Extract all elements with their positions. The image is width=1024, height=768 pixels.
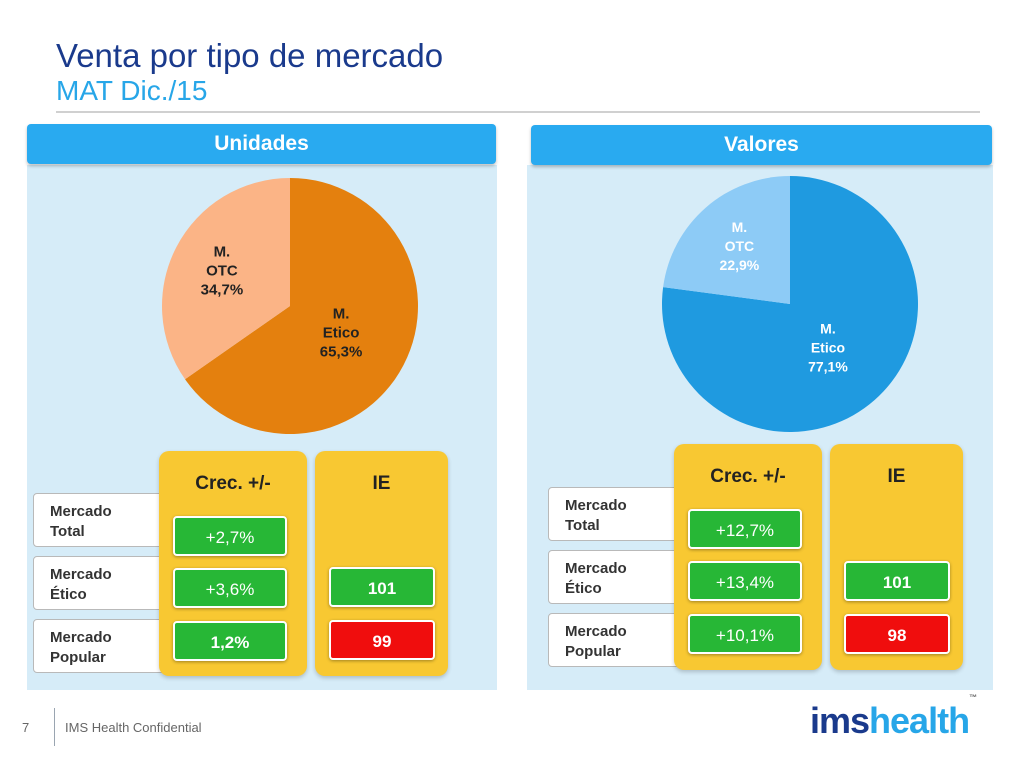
pie-slice-otc	[663, 176, 790, 304]
pie-label-otc: 34,7%	[201, 281, 244, 298]
row-label-line2: Total	[565, 517, 600, 534]
crec-title: Crec. +/-	[710, 466, 786, 487]
pie-label-etico: 65,3%	[320, 344, 363, 361]
imshealth-logo: imshealth™	[810, 693, 977, 742]
row-label-line1: Mercado	[565, 497, 627, 514]
row-label-total: Mercado Total	[33, 493, 175, 547]
pie-label-etico: Etico	[811, 339, 845, 355]
ie-title: IE	[887, 466, 906, 487]
pie-slice-otc	[161, 178, 290, 380]
ie-value-etico: 101	[844, 561, 950, 601]
unidades-header: Unidades	[27, 124, 496, 164]
pie-label-etico: M.	[333, 306, 350, 323]
row-label-etico: Mercado Ético	[548, 550, 690, 604]
logo-part-health: health	[869, 700, 970, 741]
crec-value-total: +2,7%	[173, 516, 287, 556]
row-label-line1: Mercado	[50, 566, 112, 583]
valores-crec-column: Crec. +/- +12,7% +13,4% +10,1%	[674, 444, 822, 670]
valores-pie-svg: M. Etico 77,1% M. OTC 22,9%	[662, 176, 918, 432]
crec-value-total: +12,7%	[688, 509, 802, 549]
pie-label-otc: OTC	[725, 238, 755, 254]
row-label-line1: Mercado	[50, 503, 112, 520]
row-label-line2: Popular	[50, 649, 106, 666]
page-number: 7	[22, 720, 30, 735]
title-divider	[56, 111, 980, 113]
row-label-line2: Popular	[565, 643, 621, 660]
ie-value-popular: 98	[844, 614, 950, 654]
unidades-ie-column: IE 101 99	[315, 451, 448, 676]
logo-tm: ™	[969, 693, 977, 702]
row-label-line1: Mercado	[50, 629, 112, 646]
row-label-popular: Mercado Popular	[33, 619, 175, 673]
unidades-pie-chart: M. Etico 65,3% M. OTC 34,7%	[150, 170, 430, 445]
crec-value-popular: +10,1%	[688, 614, 802, 654]
logo-part-ims: ims	[810, 700, 870, 741]
ie-title: IE	[372, 473, 391, 494]
crec-value-etico: +13,4%	[688, 561, 802, 601]
row-label-line2: Ético	[565, 580, 602, 597]
valores-header: Valores	[531, 125, 992, 165]
crec-value-popular: 1,2%	[173, 621, 287, 661]
unidades-crec-column: Crec. +/- +2,7% +3,6% 1,2%	[159, 451, 307, 676]
pie-label-etico: 77,1%	[808, 358, 848, 374]
row-label-popular: Mercado Popular	[548, 613, 690, 667]
confidential-label: IMS Health Confidential	[65, 720, 202, 735]
pie-label-otc: M.	[732, 219, 748, 235]
footer-divider	[54, 708, 55, 746]
row-label-total: Mercado Total	[548, 487, 690, 541]
pie-label-otc: 22,9%	[720, 257, 760, 273]
pie-label-otc: OTC	[206, 262, 238, 279]
row-label-etico: Mercado Ético	[33, 556, 175, 610]
page-subtitle: MAT Dic./15	[56, 75, 208, 106]
pie-slice-etico	[185, 178, 418, 434]
crec-title: Crec. +/-	[195, 473, 271, 494]
crec-value-etico: +3,6%	[173, 568, 287, 608]
ie-value-popular: 99	[329, 620, 435, 660]
row-label-line2: Total	[50, 523, 85, 540]
row-label-line1: Mercado	[565, 623, 627, 640]
pie-label-otc: M.	[214, 243, 231, 260]
valores-pie-chart: M. Etico 77,1% M. OTC 22,9%	[650, 170, 930, 445]
row-label-line2: Ético	[50, 586, 87, 603]
unidades-pie-svg: M. Etico 65,3% M. OTC 34,7%	[161, 178, 418, 434]
valores-ie-column: IE 101 98	[830, 444, 963, 670]
row-label-line1: Mercado	[565, 560, 627, 577]
pie-label-etico: M.	[820, 320, 836, 336]
page-title: Venta por tipo de mercado	[56, 37, 444, 74]
ie-value-etico: 101	[329, 567, 435, 607]
pie-label-etico: Etico	[323, 325, 360, 342]
